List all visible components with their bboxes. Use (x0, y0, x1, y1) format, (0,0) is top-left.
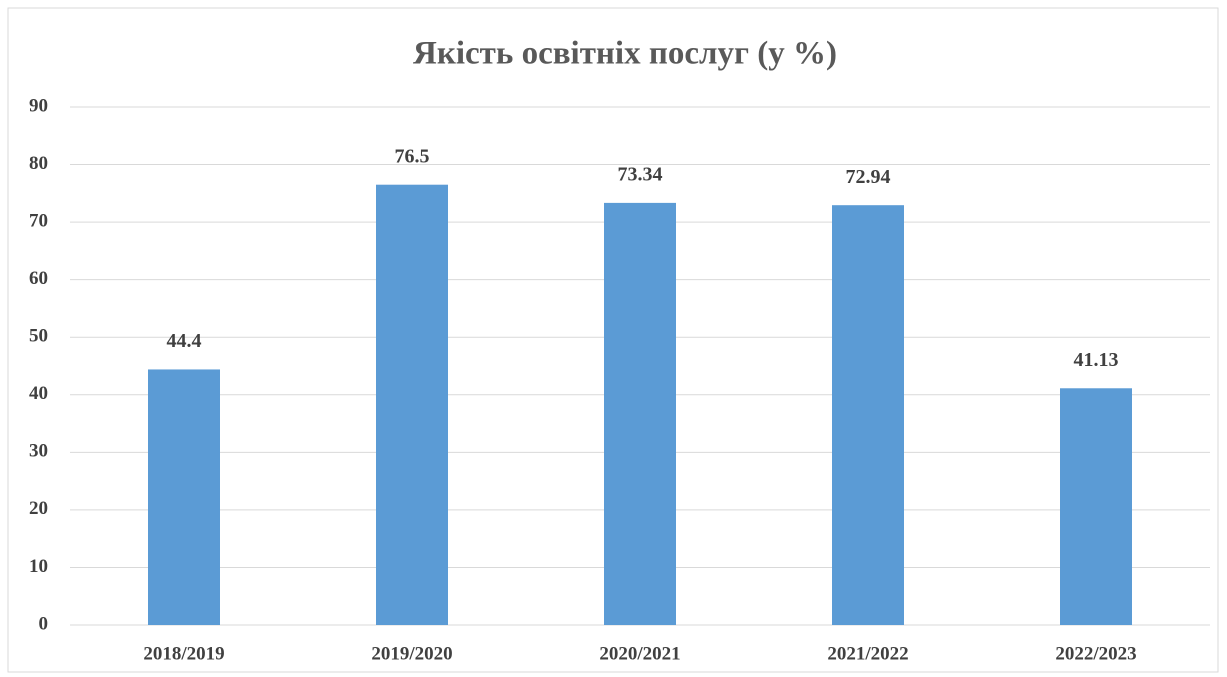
chart-title: Якість освітніх послуг (у %) (413, 36, 837, 72)
y-tick-label: 40 (29, 383, 48, 404)
data-label: 76.5 (395, 145, 430, 167)
y-tick-label: 50 (29, 326, 48, 347)
x-tick-label: 2022/2023 (1055, 643, 1136, 664)
x-tick-label: 2021/2022 (827, 643, 908, 664)
y-tick-label: 90 (29, 95, 48, 116)
y-tick-label: 0 (39, 613, 49, 634)
y-tick-label: 80 (29, 153, 48, 174)
bar (832, 205, 904, 626)
bar (604, 202, 676, 625)
data-label: 41.13 (1074, 349, 1119, 371)
x-tick-label: 2018/2019 (143, 643, 224, 664)
y-tick-label: 10 (29, 556, 48, 577)
data-label: 72.94 (846, 166, 891, 188)
bar (376, 184, 448, 625)
y-tick-label: 20 (29, 498, 48, 519)
data-label: 44.4 (167, 330, 202, 352)
y-tick-label: 70 (29, 210, 48, 231)
x-tick-label: 2019/2020 (371, 643, 452, 664)
x-tick-label: 2020/2021 (599, 643, 680, 664)
bar (1060, 388, 1132, 625)
y-tick-label: 60 (29, 268, 48, 289)
bar (148, 369, 220, 625)
y-tick-label: 30 (29, 441, 48, 462)
data-label: 73.34 (618, 163, 663, 185)
